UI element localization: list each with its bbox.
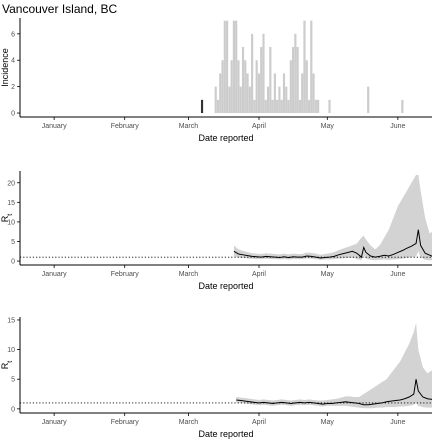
x-tick-label: June xyxy=(390,123,405,130)
y-tick-label: 0 xyxy=(11,406,15,413)
incidence-bar xyxy=(310,20,313,114)
incidence-bar xyxy=(232,20,235,114)
incidence-bar xyxy=(241,47,245,114)
incidence-bar xyxy=(305,60,308,114)
rt-panel-2: January February March April May June 0 5 10 15 Da… xyxy=(0,317,432,439)
x-tick-label: April xyxy=(252,271,266,278)
incidence-bar xyxy=(278,86,281,114)
rt-ribbon xyxy=(236,322,432,409)
figure-title: Vancouver Island, BC xyxy=(2,2,118,16)
y-axis-label: Incidence xyxy=(0,48,10,87)
incidence-bar xyxy=(367,86,370,114)
x-tick-label: February xyxy=(111,123,140,130)
x-tick-label: April xyxy=(252,123,266,130)
y-tick-label: 15 xyxy=(7,200,15,207)
incidence-bar xyxy=(312,73,315,114)
x-tick-label: March xyxy=(179,419,199,426)
incidence-bar xyxy=(230,60,233,114)
incidence-bar xyxy=(221,60,224,114)
incidence-bar xyxy=(317,99,320,114)
y-tick-label: 0 xyxy=(11,259,15,266)
incidence-bar xyxy=(214,86,217,114)
incidence-bar xyxy=(303,20,306,114)
incidence-bar xyxy=(266,86,270,114)
rt-ribbon xyxy=(233,174,432,261)
incidence-bar xyxy=(200,99,204,114)
incidence-bar xyxy=(244,60,247,114)
y-tick-label: 2 xyxy=(11,84,15,91)
incidence-bar xyxy=(307,99,311,114)
incidence-bar xyxy=(401,99,404,114)
incidence-bar xyxy=(223,20,226,114)
incidence-bar xyxy=(287,99,290,114)
x-tick-label: January xyxy=(42,271,67,278)
incidence-bar xyxy=(289,60,292,114)
incidence-bar xyxy=(235,20,238,114)
incidence-bar xyxy=(260,47,263,114)
y-tick-label: 6 xyxy=(11,31,15,38)
incidence-bar xyxy=(296,47,299,114)
incidence-bar xyxy=(228,86,231,114)
x-tick-label: June xyxy=(390,271,405,278)
incidence-bar xyxy=(280,99,283,114)
incidence-bar xyxy=(246,73,249,114)
incidence-panel: January February March April May June 0 2 4 6 Date… xyxy=(0,18,432,143)
incidence-bar xyxy=(273,73,276,114)
incidence-bar xyxy=(226,20,229,114)
rt-line xyxy=(233,229,432,259)
y-tick-label: 5 xyxy=(11,239,15,246)
x-tick-label: March xyxy=(179,271,199,278)
incidence-bar xyxy=(257,73,261,114)
rt-panel-1: January February March April May June 0 5 10 15 20… xyxy=(0,171,432,291)
incidence-bar xyxy=(294,33,297,114)
x-axis-label: Date reported xyxy=(198,429,253,439)
x-tick-label: February xyxy=(111,271,140,278)
rt-line xyxy=(236,379,432,406)
y-tick-label: 20 xyxy=(7,180,15,187)
x-tick-label: June xyxy=(390,419,405,426)
x-tick-label: January xyxy=(42,123,67,130)
y-tick-label: 5 xyxy=(11,377,15,384)
x-tick-label: April xyxy=(252,419,266,426)
incidence-bar xyxy=(271,99,274,114)
incidence-bar xyxy=(248,86,251,114)
incidence-bar xyxy=(216,99,220,114)
incidence-bar xyxy=(253,99,256,114)
incidence-bar xyxy=(276,99,279,114)
y-tick-label: 10 xyxy=(7,219,15,226)
x-tick-label: February xyxy=(111,419,140,426)
y-tick-label: 4 xyxy=(11,58,15,65)
incidence-bar xyxy=(314,99,317,114)
incidence-bar xyxy=(285,86,288,114)
x-tick-label: May xyxy=(321,123,335,130)
incidence-bar xyxy=(255,60,258,114)
x-tick-label: May xyxy=(321,271,335,278)
incidence-bar xyxy=(298,99,302,114)
y-axis-label: Rt xyxy=(0,214,14,223)
incidence-bar xyxy=(239,86,242,114)
incidence-bar xyxy=(292,47,295,114)
x-tick-label: March xyxy=(179,123,199,130)
x-axis-label: Date reported xyxy=(198,281,253,291)
incidence-bar xyxy=(251,33,254,114)
y-tick-label: 10 xyxy=(7,347,15,354)
incidence-bar xyxy=(282,73,286,114)
incidence-bar xyxy=(269,47,272,114)
incidence-bar xyxy=(262,33,265,114)
x-axis-label: Date reported xyxy=(198,133,253,143)
incidence-bar xyxy=(328,99,331,114)
y-tick-label: 15 xyxy=(7,317,15,324)
incidence-bar xyxy=(264,99,267,114)
incidence-bar xyxy=(219,73,222,114)
x-tick-label: January xyxy=(42,419,67,426)
y-tick-label: 0 xyxy=(11,111,15,118)
x-tick-label: May xyxy=(321,419,335,426)
y-axis-label: Rt xyxy=(0,361,14,370)
incidence-bar xyxy=(237,60,240,114)
incidence-bar xyxy=(301,73,304,114)
